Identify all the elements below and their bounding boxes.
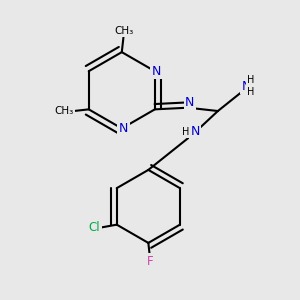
Text: N: N: [152, 65, 161, 78]
Text: Cl: Cl: [89, 221, 100, 235]
Text: CH₃: CH₃: [115, 26, 134, 36]
Text: N: N: [119, 122, 128, 135]
Text: N: N: [242, 80, 251, 93]
Text: CH₃: CH₃: [54, 106, 74, 116]
Text: H: H: [182, 127, 189, 136]
Text: H: H: [248, 87, 255, 97]
Text: N: N: [190, 125, 200, 138]
Text: N: N: [185, 96, 194, 109]
Text: H: H: [248, 76, 255, 85]
Text: F: F: [147, 255, 153, 268]
